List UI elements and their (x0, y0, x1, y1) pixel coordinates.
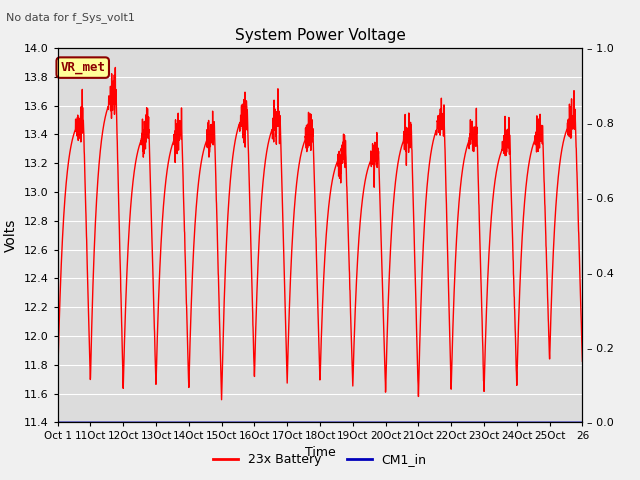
Y-axis label: Volts: Volts (4, 218, 18, 252)
Text: No data for f_Sys_volt1: No data for f_Sys_volt1 (6, 12, 135, 23)
Title: System Power Voltage: System Power Voltage (235, 28, 405, 43)
Legend: 23x Battery, CM1_in: 23x Battery, CM1_in (208, 448, 432, 471)
Text: VR_met: VR_met (60, 61, 105, 74)
X-axis label: Time: Time (305, 445, 335, 458)
